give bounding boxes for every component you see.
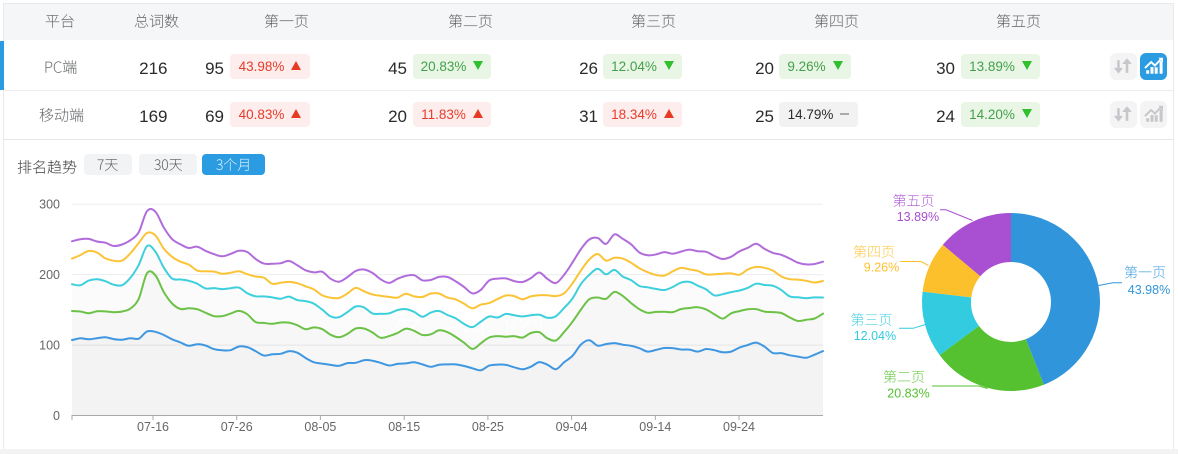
svg-text:09-24: 09-24 bbox=[723, 420, 755, 434]
svg-text:08-15: 08-15 bbox=[388, 420, 420, 434]
svg-text:43.98%: 43.98% bbox=[1128, 283, 1170, 297]
svg-text:13.89%: 13.89% bbox=[897, 210, 939, 224]
svg-text:07-16: 07-16 bbox=[137, 420, 169, 434]
svg-text:09-04: 09-04 bbox=[556, 420, 588, 434]
svg-text:08-25: 08-25 bbox=[472, 420, 504, 434]
svg-text:07-26: 07-26 bbox=[221, 420, 253, 434]
svg-text:300: 300 bbox=[39, 198, 60, 212]
svg-text:0: 0 bbox=[53, 409, 60, 423]
svg-text:12.04%: 12.04% bbox=[854, 329, 896, 343]
svg-text:20.83%: 20.83% bbox=[887, 386, 929, 400]
svg-text:9.26%: 9.26% bbox=[864, 260, 899, 274]
svg-text:200: 200 bbox=[39, 268, 60, 282]
svg-text:100: 100 bbox=[39, 338, 60, 352]
svg-text:09-14: 09-14 bbox=[639, 420, 671, 434]
svg-text:08-05: 08-05 bbox=[304, 420, 336, 434]
